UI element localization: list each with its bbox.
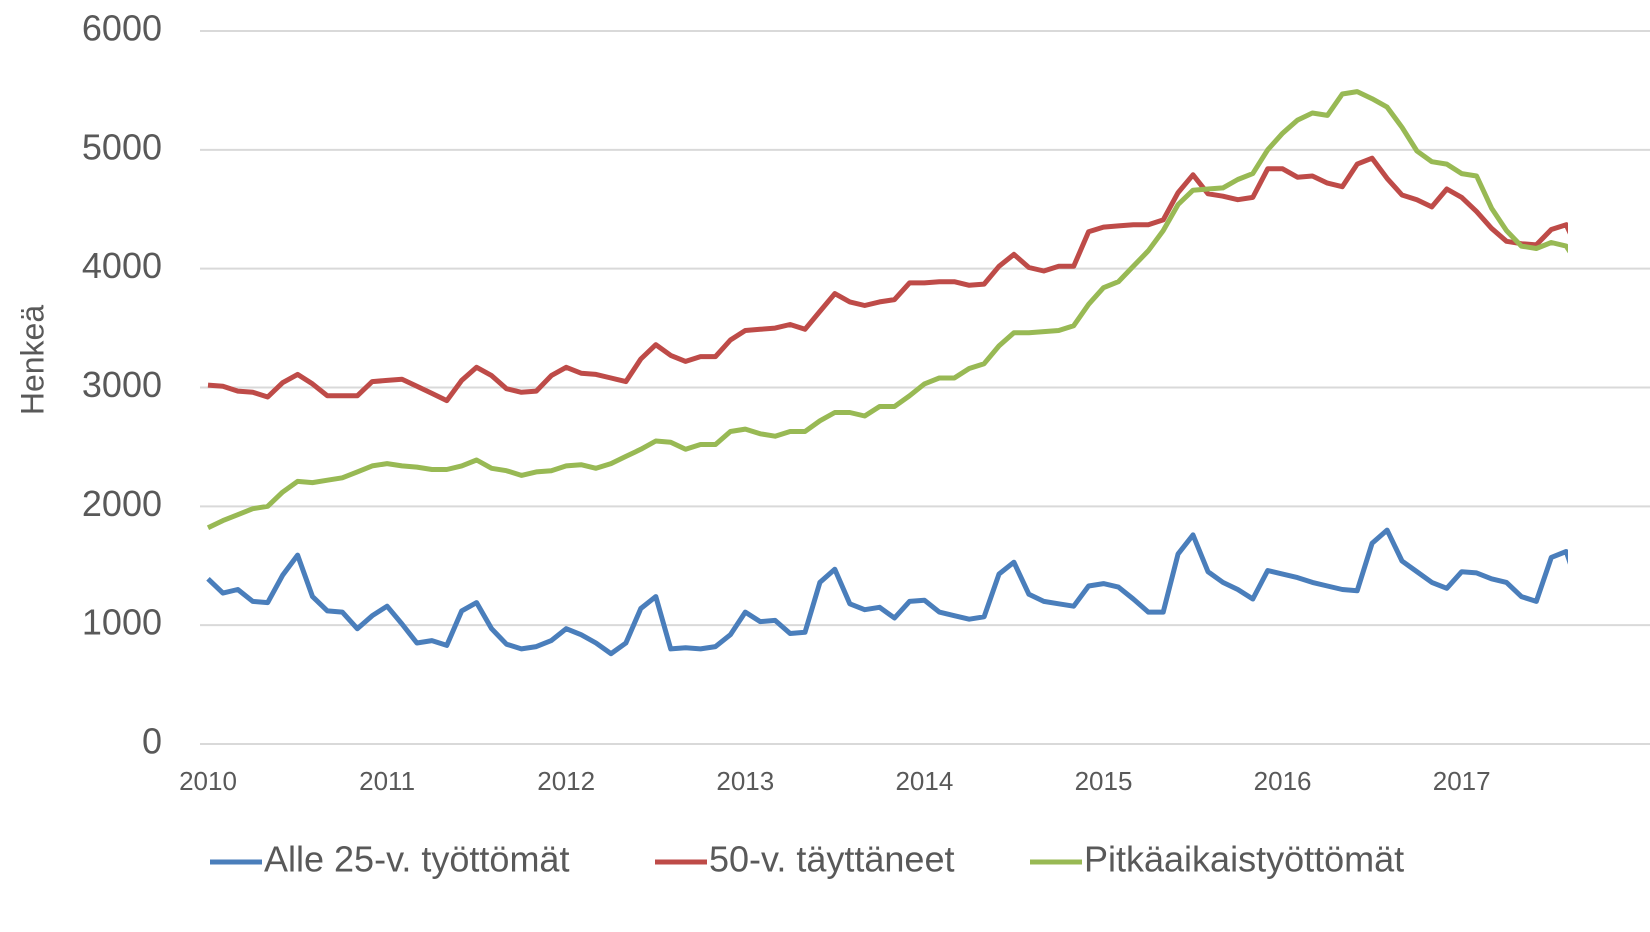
y-tick-label: 6000 [82,8,162,49]
series-line [206,527,1568,657]
y-tick-label: 1000 [82,602,162,643]
y-axis-label: Henkeä [14,305,50,416]
y-tick-label: 4000 [82,245,162,286]
legend-label: Pitkäaikaistyöttömät [1084,839,1404,880]
y-tick-label: 3000 [82,364,162,405]
x-tick-label: 2012 [537,766,595,796]
series-line [206,89,1568,530]
x-tick-label: 2015 [1075,766,1133,796]
legend-label: 50-v. täyttäneet [709,839,954,880]
x-tick-label: 2017 [1433,766,1491,796]
x-tick-label: 2010 [179,766,237,796]
x-tick-label: 2016 [1254,766,1312,796]
y-tick-label: 5000 [82,126,162,167]
x-tick-label: 2011 [359,766,415,796]
legend-label: Alle 25-v. työttömät [264,839,569,880]
x-tick-label: 2014 [895,766,953,796]
x-tick-label: 2013 [716,766,774,796]
y-tick-label: 0 [142,721,162,762]
y-tick-label: 2000 [82,483,162,524]
series-line [207,155,1568,404]
